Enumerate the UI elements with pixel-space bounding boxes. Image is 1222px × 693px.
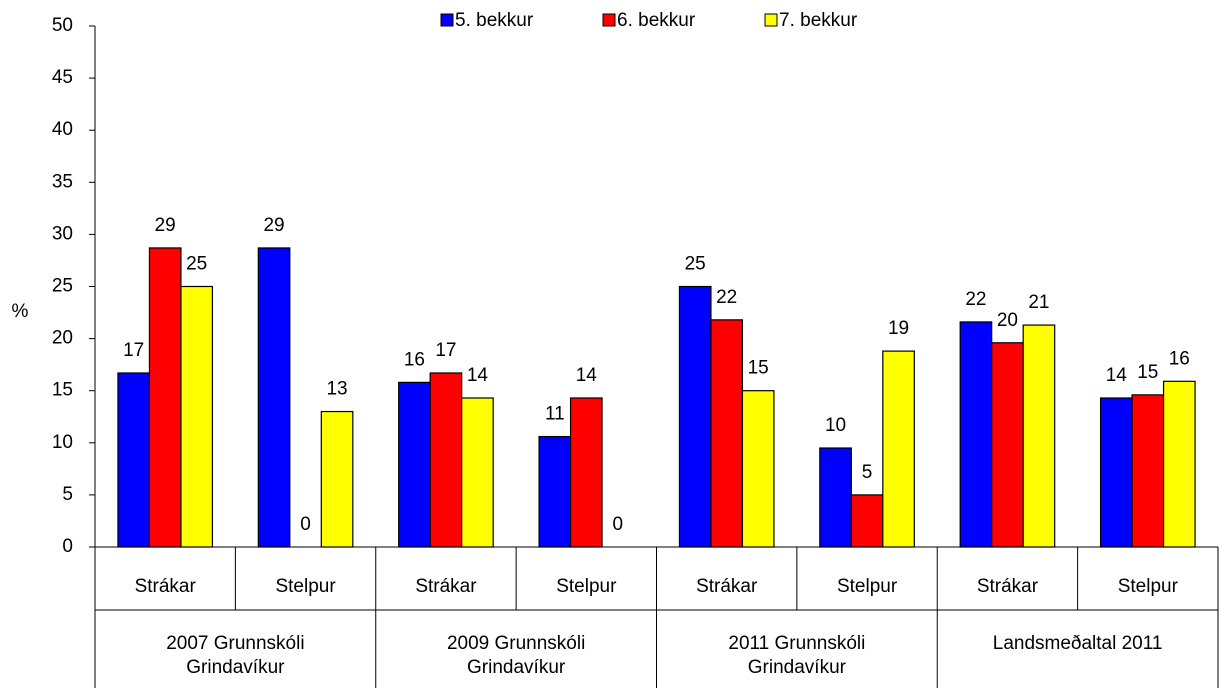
group-label: 2007 Grunnskóli — [166, 633, 304, 654]
data-label: 21 — [1028, 292, 1049, 313]
bar — [678, 285, 712, 548]
data-label: 14 — [576, 365, 598, 386]
data-label: 20 — [997, 310, 1018, 331]
bar — [429, 372, 463, 548]
y-tick-label: 20 — [52, 328, 73, 349]
data-label: 10 — [825, 415, 846, 436]
bar — [117, 372, 151, 548]
data-label: 25 — [186, 254, 207, 275]
legend-label: 7. bekkur — [779, 10, 858, 31]
legend-label: 6. bekkur — [617, 10, 696, 31]
data-label: 22 — [965, 289, 986, 310]
bar — [180, 285, 214, 548]
data-label: 5 — [862, 462, 873, 483]
y-tick-label: 45 — [52, 67, 73, 88]
y-axis-label: % — [12, 301, 29, 322]
bar — [257, 247, 291, 548]
bar — [569, 397, 603, 548]
data-label: 14 — [1106, 365, 1128, 386]
data-label: 29 — [263, 215, 284, 236]
data-label: 22 — [716, 287, 737, 308]
y-tick-label: 35 — [52, 171, 73, 192]
data-label: 16 — [1169, 348, 1190, 369]
bar — [320, 410, 354, 548]
x-tick-label: Stelpur — [556, 576, 617, 597]
data-label: 17 — [435, 340, 456, 361]
data-label: 14 — [467, 365, 489, 386]
bar — [148, 247, 182, 548]
bar — [850, 494, 884, 548]
x-tick-label: Stelpur — [275, 576, 336, 597]
data-label: 0 — [300, 514, 311, 535]
x-tick-label: Strákar — [135, 576, 197, 597]
legend-swatch — [764, 13, 778, 27]
x-tick-label: Strákar — [977, 576, 1039, 597]
y-tick-label: 5 — [62, 484, 73, 505]
bar — [1131, 394, 1165, 548]
group-label: 2011 Grunnskóli — [728, 633, 865, 654]
data-label: 19 — [888, 318, 909, 339]
y-tick-label: 50 — [52, 15, 73, 36]
group-label: Grindavíkur — [748, 657, 847, 678]
y-tick-label: 25 — [52, 276, 73, 297]
group-label: Landsmeðaltal 2011 — [993, 633, 1163, 654]
data-label: 13 — [326, 379, 347, 400]
legend-swatch — [440, 13, 454, 27]
data-label: 16 — [404, 349, 425, 370]
bar — [1022, 324, 1056, 548]
x-tick-label: Stelpur — [1118, 576, 1179, 597]
group-label: 2009 Grunnskóli — [447, 633, 585, 654]
bar — [882, 350, 915, 548]
bar — [741, 390, 775, 548]
bar — [710, 319, 744, 548]
x-tick-label: Strákar — [696, 576, 758, 597]
bar — [819, 447, 852, 548]
data-label: 15 — [748, 358, 769, 379]
data-label: 0 — [613, 514, 624, 535]
data-label: 25 — [685, 254, 706, 275]
bar — [991, 342, 1024, 548]
y-tick-label: 15 — [52, 380, 73, 401]
data-label: 15 — [1137, 362, 1158, 383]
bar — [461, 397, 494, 548]
y-tick-label: 0 — [62, 536, 73, 557]
y-tick-label: 30 — [52, 223, 73, 244]
legend-label: 5. bekkur — [455, 10, 534, 31]
data-label: 17 — [123, 340, 144, 361]
bar — [1162, 380, 1196, 548]
x-tick-label: Strákar — [415, 576, 477, 597]
data-label: 11 — [545, 404, 565, 425]
bar — [1099, 397, 1133, 548]
x-tick-label: Stelpur — [837, 576, 898, 597]
group-label: Grindavíkur — [186, 657, 285, 678]
y-tick-label: 40 — [52, 119, 73, 140]
legend-swatch — [602, 13, 616, 27]
bar — [959, 321, 993, 548]
data-label: 29 — [155, 215, 176, 236]
group-label: Grindavíkur — [467, 657, 566, 678]
y-tick-label: 10 — [52, 432, 73, 453]
bar — [398, 381, 431, 548]
bar — [538, 435, 572, 548]
